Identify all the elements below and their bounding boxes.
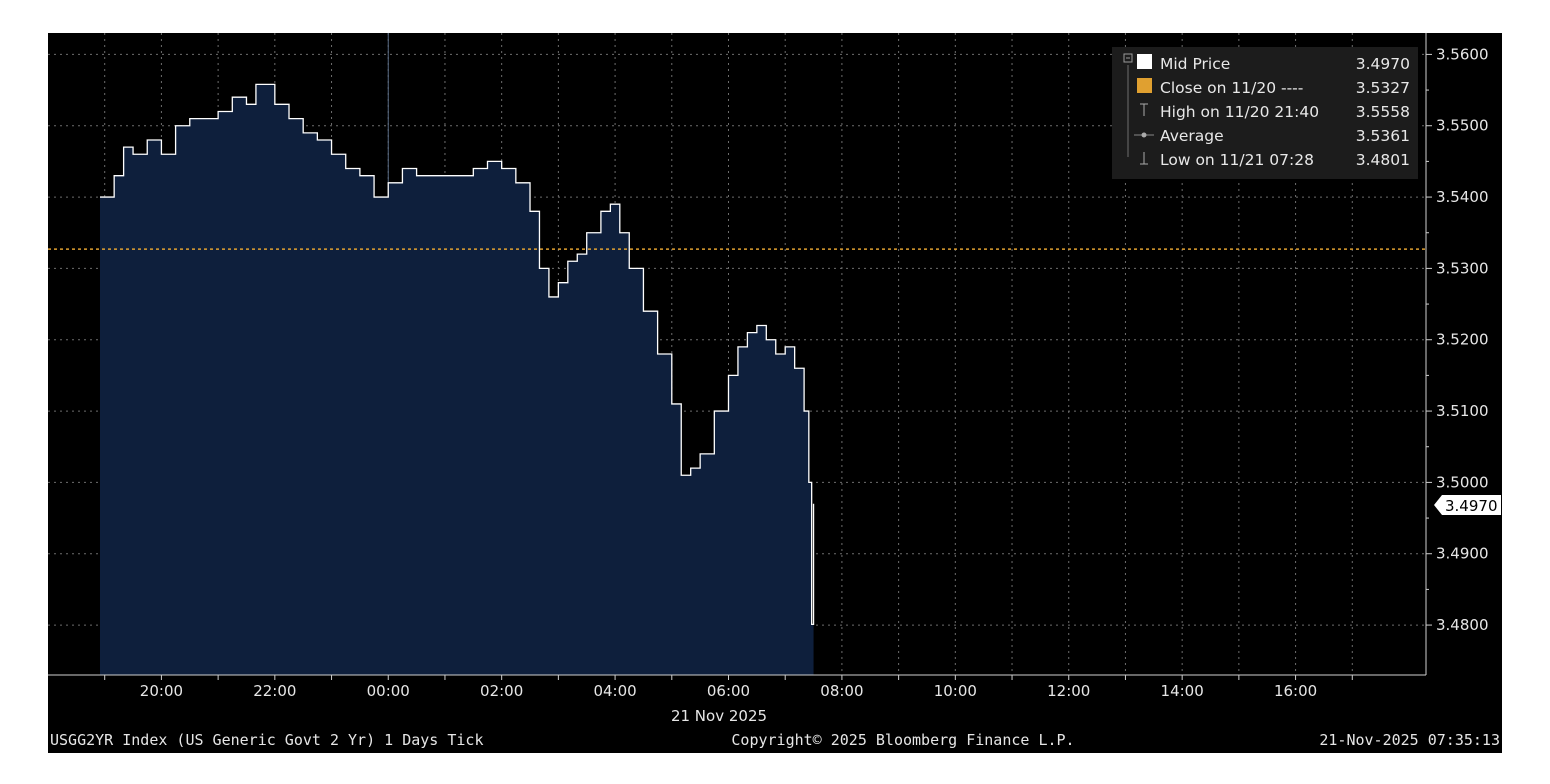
x-tick-label: 06:00 [707, 682, 750, 700]
x-tick-label: 00:00 [367, 682, 410, 700]
legend-label-low: Low on 11/21 07:28 [1160, 151, 1314, 169]
y-tick-label: 3.5000 [1436, 473, 1489, 491]
legend-value-low: 3.4801 [1356, 151, 1410, 169]
legend-value-mid-price: 3.4970 [1356, 55, 1410, 73]
legend: Mid Price 3.4970 Close on 11/20 ---- 3.5… [1112, 47, 1418, 179]
price-chart: 3.5600 3.5500 3.5400 3.5300 3.5200 3.5100 3.50… [48, 33, 1501, 749]
x-axis: 20:00 22:00 00:00 02:00 04:00 06:00 08:00 10:00… [48, 674, 1426, 700]
x-tick-label: 14:00 [1161, 682, 1204, 700]
legend-marker-close [1137, 78, 1152, 93]
legend-label-mid-price: Mid Price [1160, 55, 1230, 73]
y-tick-label: 3.4900 [1436, 545, 1489, 563]
last-value-label: 3.4970 [1445, 497, 1498, 515]
y-tick-label: 3.5200 [1436, 331, 1489, 349]
price-line [99, 83, 815, 626]
x-tick-label: 04:00 [593, 682, 636, 700]
x-tick-label: 08:00 [820, 682, 863, 700]
average-marker-icon [1134, 132, 1154, 138]
legend-label-close: Close on 11/20 ---- [1160, 79, 1303, 97]
legend-label-high: High on 11/20 21:40 [1160, 103, 1319, 121]
x-tick-label: 16:00 [1274, 682, 1317, 700]
footer-copyright: Copyright© 2025 Bloomberg Finance L.P. [731, 731, 1074, 749]
price-area [99, 84, 814, 676]
y-tick-label: 3.5500 [1436, 117, 1489, 135]
y-tick-label: 3.5400 [1436, 188, 1489, 206]
footer-security-description: USGG2YR Index (US Generic Govt 2 Yr) 1 D… [50, 731, 483, 749]
last-value-tag [1434, 495, 1501, 515]
low-marker-icon [1140, 152, 1148, 165]
last-value-marker: 3.4970 [1434, 495, 1501, 515]
high-marker-icon [1140, 103, 1148, 116]
x-tick-label: 12:00 [1047, 682, 1090, 700]
legend-box [1112, 47, 1418, 179]
y-tick-label: 3.5600 [1436, 45, 1489, 63]
legend-marker-mid-price [1137, 54, 1152, 69]
x-tick-label: 20:00 [140, 682, 183, 700]
collapse-icon[interactable] [1123, 53, 1133, 63]
y-tick-label: 3.4800 [1436, 616, 1489, 634]
footer: USGG2YR Index (US Generic Govt 2 Yr) 1 D… [50, 731, 1500, 749]
chart-frame: 3.5600 3.5500 3.5400 3.5300 3.5200 3.5100 3.50… [48, 33, 1502, 753]
y-axis: 3.5600 3.5500 3.5400 3.5300 3.5200 3.5100 3.50… [1425, 33, 1489, 675]
footer-timestamp: 21-Nov-2025 07:35:13 [1319, 731, 1500, 749]
legend-value-close: 3.5327 [1356, 79, 1410, 97]
x-tick-label: 22:00 [253, 682, 296, 700]
y-tick-label: 3.5100 [1436, 402, 1489, 420]
date-label: 21 Nov 2025 [671, 707, 767, 725]
x-tick-label: 10:00 [934, 682, 977, 700]
x-tick-label: 02:00 [480, 682, 523, 700]
legend-value-average: 3.5361 [1356, 127, 1410, 145]
legend-label-average: Average [1160, 127, 1224, 145]
legend-value-high: 3.5558 [1356, 103, 1410, 121]
y-tick-label: 3.5300 [1436, 259, 1489, 277]
